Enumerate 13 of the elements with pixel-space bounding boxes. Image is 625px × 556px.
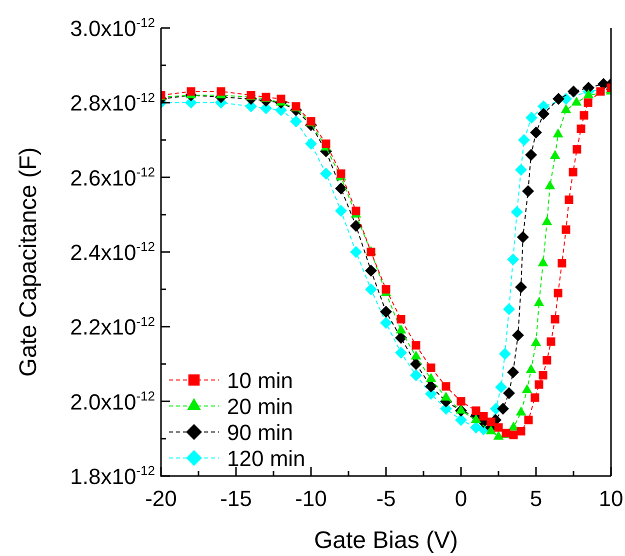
legend-label: 120 min	[227, 446, 306, 471]
legend-label: 10 min	[227, 368, 294, 393]
x-tick-label: 10	[598, 486, 624, 511]
x-tick-label: -15	[220, 486, 252, 511]
y-axis-title: Gate Capacitance (F)	[15, 147, 42, 377]
x-tick-label: -5	[376, 486, 396, 511]
x-tick-label: 5	[530, 486, 542, 511]
legend-label: 90 min	[227, 420, 294, 445]
legend-label: 20 min	[227, 394, 294, 419]
x-tick-label: 0	[454, 486, 468, 511]
x-tick-label: -20	[145, 486, 177, 511]
x-axis-title: Gate Bias (V)	[314, 527, 458, 554]
x-tick-label: -10	[295, 486, 327, 511]
